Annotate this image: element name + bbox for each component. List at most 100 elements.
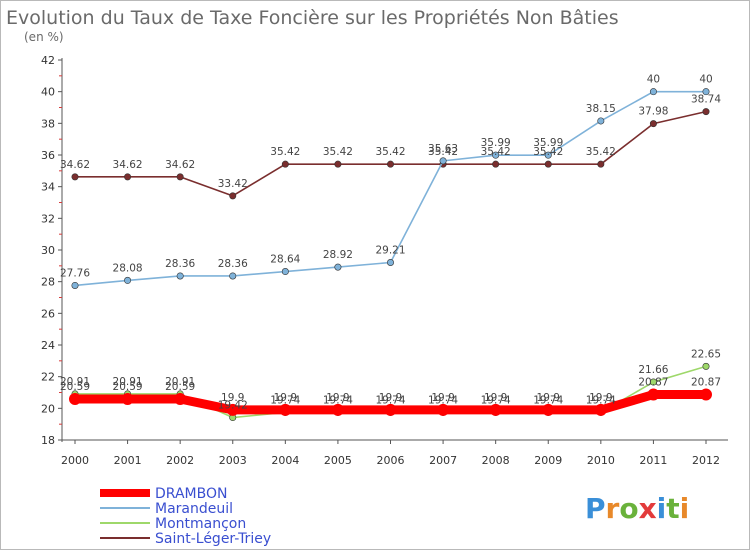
data-point [281,160,289,168]
x-tick-label: 2012 [692,454,720,467]
data-label: 35.42 [586,146,616,158]
x-tick-label: 2007 [429,454,457,467]
logo-letter: t [666,492,679,525]
data-point [544,151,552,159]
y-tick-label: 18 [41,434,55,447]
y-tick-label: 42 [41,54,55,67]
data-point [702,362,710,370]
data-label: 34.62 [113,159,143,171]
data-point [331,403,344,416]
data-point [597,160,605,168]
x-tick-label: 2010 [587,454,615,467]
logo-letter: o [619,492,638,525]
x-tick-label: 2002 [166,454,194,467]
data-label: 29.21 [375,245,405,257]
data-label: 35.42 [323,146,353,158]
data-label: 33.42 [218,178,248,190]
data-label: 28.36 [218,258,248,270]
data-point [702,88,710,96]
data-label: 21.66 [638,364,668,376]
x-tick-label: 2005 [324,454,352,467]
legend-label: Montmançon [155,516,246,532]
logo-letter: i [657,492,667,525]
y-tick-label: 20 [41,402,55,415]
series-layer [69,88,712,422]
data-label: 34.62 [60,159,90,171]
data-label: 35.42 [270,146,300,158]
data-label: 35.99 [533,137,563,149]
data-label: 28.08 [113,262,143,274]
axes: 18 20 22 24 26 28 30 32 34 36 38 40 42 2000 2001 2002 20… [41,54,728,467]
data-point [439,157,447,165]
x-tick-label: 2006 [377,454,405,467]
data-label: 28.64 [270,254,300,266]
legend: DRAMBONMarandeuilMontmançonSaint-Léger-T… [100,486,271,547]
y-tick-label: 36 [41,149,55,162]
y-tick-label: 28 [41,276,55,289]
y-tick-label: 34 [41,181,55,194]
data-point [229,272,237,280]
data-label: 19.9 [326,392,349,404]
data-label: 35.42 [533,146,563,158]
x-tick-label: 2003 [219,454,247,467]
data-point [176,173,184,181]
data-point [334,263,342,271]
data-label: 19.42 [218,400,248,412]
logo-letter: i [680,492,690,525]
data-label: 19.74 [428,394,458,406]
y-tick-label: 26 [41,307,55,320]
y-tick-label: 40 [41,86,55,99]
x-tick-label: 2001 [114,454,142,467]
data-point [174,392,187,405]
x-tick-label: 2011 [639,454,667,467]
data-point [647,388,660,401]
data-point [124,173,132,181]
data-label: 35.63 [428,143,458,155]
data-label: 35.42 [481,146,511,158]
data-label: 20.59 [60,381,90,393]
data-label: 20.59 [113,381,143,393]
data-point [176,272,184,280]
data-point [649,378,657,386]
data-point [542,403,555,416]
data-label: 38.74 [691,94,721,106]
data-point [492,151,500,159]
data-label: 19.9 [431,392,454,404]
data-label: 19.9 [537,392,560,404]
chart-subtitle: (en %) [24,30,64,44]
data-point [69,392,81,405]
data-label: 19.9 [221,392,244,404]
y-tick-label: 30 [41,244,55,257]
data-label: 19.9 [484,392,507,404]
data-point [71,281,79,289]
logo-letter: x [639,492,657,525]
data-point [594,403,607,416]
chart-title: Evolution du Taux de Taxe Foncière sur l… [6,7,619,29]
data-label: 19.9 [589,392,612,404]
data-label: 40 [647,74,660,86]
proxiti-logo: Proxiti [585,492,689,525]
data-label: 19.74 [481,394,511,406]
data-point [124,276,132,284]
data-label: 19.9 [379,392,402,404]
data-label: 20.87 [638,377,668,389]
data-label: 19.74 [586,394,616,406]
data-labels: 34.62 34.62 34.62 33.42 35.42 35.42 35.42 35.42… [60,74,721,412]
data-point [279,403,292,416]
data-point [544,160,552,168]
data-point [71,173,79,181]
y-tick-label: 32 [41,212,55,225]
data-label: 22.65 [691,348,721,360]
y-tick-label: 22 [41,371,55,384]
y-tick-label: 24 [41,339,55,352]
data-point [489,403,502,416]
data-label: 20.87 [691,377,721,389]
x-tick-label: 2000 [61,454,89,467]
data-point [121,392,134,405]
data-point [649,120,657,128]
data-label: 28.92 [323,249,353,261]
data-label: 19.74 [533,394,563,406]
data-label: 19.74 [270,394,300,406]
y-tick-label: 38 [41,117,55,130]
